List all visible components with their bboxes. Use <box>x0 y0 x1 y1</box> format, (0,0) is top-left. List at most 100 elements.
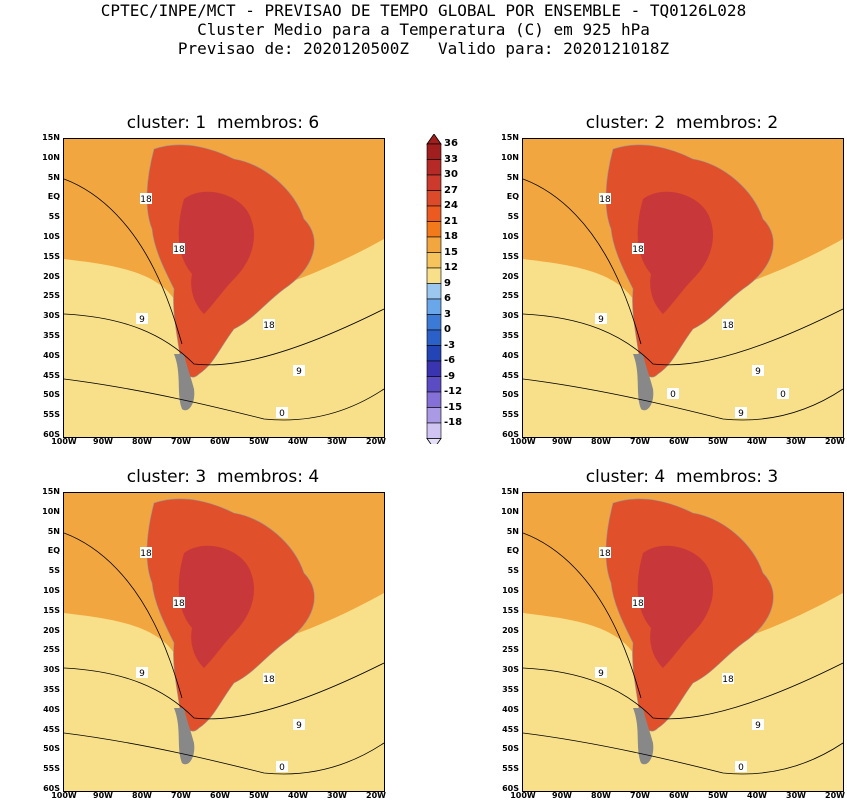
hot-core-region <box>637 545 713 668</box>
svg-text:18: 18 <box>263 321 275 331</box>
colorbar-swatch <box>426 159 442 176</box>
colorbar-swatch <box>426 360 442 377</box>
lat-tick-label: 15S <box>43 251 60 261</box>
lon-tick-label: 80W <box>591 437 611 446</box>
lat-tick-label: 55S <box>502 764 519 774</box>
svg-text:9: 9 <box>755 721 761 731</box>
temperature-map-3: 18 18 18 9 9 0 <box>64 498 384 791</box>
svg-text:9: 9 <box>755 367 761 377</box>
contour-label: 0 <box>777 388 789 400</box>
svg-text:18: 18 <box>140 549 152 559</box>
header-line-1: CPTEC/INPE/MCT - PREVISAO DE TEMPO GLOBA… <box>100 1 747 20</box>
lat-tick-label: 60S <box>502 784 519 793</box>
contour-label: 18 <box>632 243 644 255</box>
lat-tick-label: 45S <box>43 724 60 734</box>
isotherm-0 <box>64 178 183 345</box>
colorbar-tick-label: 0 <box>444 324 451 335</box>
lat-tick-label: 20S <box>43 625 60 635</box>
isotherm-2 <box>64 378 384 421</box>
colorbar-swatch <box>426 422 442 439</box>
colorbar-swatch <box>426 391 442 408</box>
lat-tick-label: 55S <box>43 410 60 420</box>
lon-tick-label: 60W <box>210 437 230 446</box>
colorbar-tick-label: -12 <box>444 386 463 397</box>
lon-tick-label: 30W <box>327 437 347 446</box>
lon-tick-label: 90W <box>93 437 113 446</box>
lat-tick-label: 15N <box>42 487 60 496</box>
hot-core-region <box>178 191 254 314</box>
lat-tick-label: 10N <box>501 506 519 516</box>
lat-tick-label: 20S <box>502 271 519 281</box>
colorbar-tick-label: 24 <box>444 200 458 211</box>
svg-text:9: 9 <box>296 367 302 377</box>
contour-label: 18 <box>599 193 611 205</box>
map-panel-2: 18 18 18 9 9 9 0 0 <box>522 138 844 438</box>
colorbar-swatch <box>426 236 442 253</box>
colorbar-tick-label: 27 <box>444 184 458 196</box>
lon-tick-label: 70W <box>630 791 650 800</box>
contour-label: 18 <box>173 597 185 609</box>
svg-text:18: 18 <box>599 549 611 559</box>
colorbar-swatch <box>426 252 442 269</box>
contour-label: 0 <box>667 388 679 400</box>
lat-tick-label: 10S <box>43 586 60 595</box>
isotherm-2 <box>64 732 384 775</box>
lon-tick-label: 40W <box>288 437 308 446</box>
isotherm-1 <box>64 308 384 366</box>
colorbar-tick-label: -3 <box>444 339 456 351</box>
lon-tick-label: 20W <box>366 437 386 446</box>
lon-tick-label: 70W <box>171 437 191 446</box>
lat-tick-label: 10S <box>502 586 519 595</box>
isotherm-0 <box>523 532 642 699</box>
lat-tick-label: 25S <box>502 645 519 655</box>
colorbar-tick-label: -18 <box>444 417 463 428</box>
contour-label: 9 <box>293 365 305 377</box>
isotherm-1 <box>523 662 843 720</box>
lat-tick-label: 35S <box>502 331 519 340</box>
lon-tick-label: 50W <box>708 791 728 800</box>
lat-tick-label: 5N <box>506 172 519 182</box>
colorbar-tick-label: -15 <box>444 401 463 413</box>
contour-label: 18 <box>599 547 611 559</box>
colorbar-swatch <box>426 376 442 393</box>
lon-tick-label: 60W <box>669 791 689 800</box>
contour-label: 0 <box>276 407 288 419</box>
lat-tick-label: 40S <box>502 350 519 360</box>
lon-tick-label: 80W <box>591 791 611 800</box>
lon-tick-label: 90W <box>552 437 572 446</box>
lat-tick-label: 35S <box>502 685 519 694</box>
svg-text:18: 18 <box>173 245 185 255</box>
isotherm-2 <box>523 732 843 775</box>
contour-label: 18 <box>140 193 152 205</box>
lon-tick-label: 60W <box>669 437 689 446</box>
lat-tick-label: EQ <box>47 192 60 202</box>
lat-tick-label: 60S <box>43 430 60 439</box>
lat-tick-label: 30S <box>43 665 60 675</box>
lon-tick-label: 50W <box>249 437 269 446</box>
patagonia-tip <box>174 354 195 411</box>
colorbar-tick-label: 6 <box>444 293 451 304</box>
svg-text:18: 18 <box>722 675 734 685</box>
colorbar-tick-label: 9 <box>444 277 451 289</box>
lat-tick-label: 40S <box>43 704 60 714</box>
patagonia-tip <box>174 708 195 765</box>
svg-text:18: 18 <box>722 321 734 331</box>
lat-tick-label: EQ <box>506 192 519 202</box>
lon-tick-label: 70W <box>171 791 191 800</box>
isotherm-1 <box>64 662 384 720</box>
colorbar-swatch <box>426 329 442 346</box>
contour-label: 18 <box>632 597 644 609</box>
lon-tick-label: 80W <box>132 791 152 800</box>
lat-tick-label: 5N <box>47 172 60 182</box>
lat-tick-label: 40S <box>43 350 60 360</box>
svg-text:18: 18 <box>173 599 185 609</box>
colorbar-tick-label: 36 <box>444 138 458 149</box>
lat-tick-label: 45S <box>43 370 60 380</box>
temperature-map-4: 18 18 18 9 9 0 <box>523 498 843 791</box>
lat-tick-label: 5S <box>507 212 519 222</box>
lat-tick-label: 25S <box>43 291 60 301</box>
lon-tick-label: 50W <box>249 791 269 800</box>
colorbar-min-arrow <box>426 438 442 450</box>
lat-tick-label: 15N <box>501 487 519 496</box>
contour-label: 18 <box>140 547 152 559</box>
